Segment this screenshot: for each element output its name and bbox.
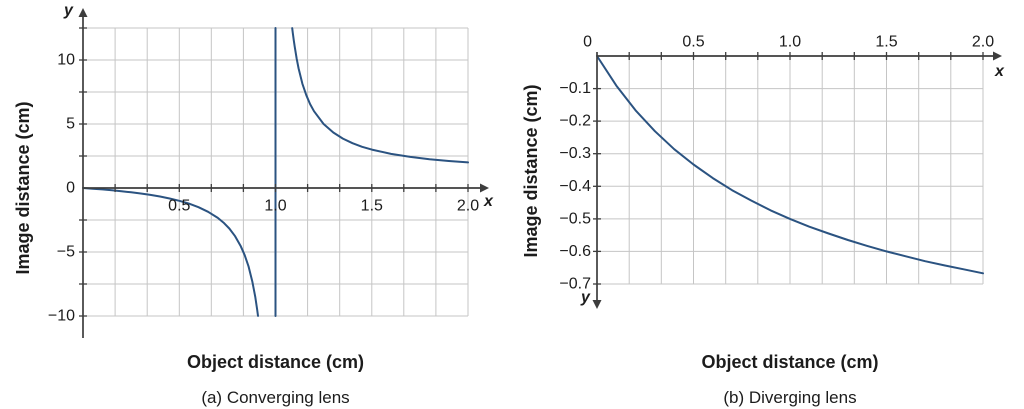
x-tick-label: 1.0 <box>779 34 801 51</box>
panel-converging-lens: Image distance (cm) y x 0.5 1.0 1.5 2.0 10 5 0… <box>13 2 493 408</box>
x-axis-letter: x <box>484 193 493 210</box>
x-tick-label: 2.0 <box>972 34 994 51</box>
y-tick-label: 0 <box>66 180 75 197</box>
x-tick-label: 2.0 <box>457 198 479 215</box>
y-tick-label: 5 <box>66 116 75 133</box>
x-tick-label: 1.0 <box>264 198 286 215</box>
curve-branch-virtual-image <box>82 187 259 317</box>
panel-caption: (b) Diverging lens <box>723 388 857 407</box>
y-tick-label: −5 <box>57 244 75 261</box>
y-tick-label: −0.7 <box>559 276 591 293</box>
y-tick-label: −0.6 <box>559 243 591 260</box>
y-axis-arrowhead <box>592 300 602 309</box>
converging-lens-chart: 0.5 1.0 1.5 2.0 10 5 0 −5 −10 <box>48 8 489 338</box>
diverging-lens-chart: 0 0.5 1.0 1.5 2.0 −0.1 −0.2 −0.3 −0.4 −0.5 −0.6 −0.… <box>559 34 1002 309</box>
x-axis-letter: x <box>995 63 1004 80</box>
x-axis-arrowhead <box>480 183 489 193</box>
x-axis-title: Object distance (cm) <box>701 352 879 372</box>
x-tick-label: 0.5 <box>682 34 704 51</box>
y-tick-label: −0.5 <box>559 210 591 227</box>
x-tick-label: 0.5 <box>168 198 190 215</box>
curve-diverging-virtual-image <box>596 55 984 275</box>
y-tick-label: 10 <box>57 52 75 69</box>
y-axis-arrowhead <box>78 8 88 17</box>
x-tick-label: 1.5 <box>361 198 383 215</box>
curve-branch-real-image <box>291 27 469 164</box>
x-tick-label: 1.5 <box>875 34 897 51</box>
y-tick-label: −0.1 <box>559 80 591 97</box>
panel-caption: (a) Converging lens <box>201 388 350 407</box>
y-tick-label: −10 <box>48 308 75 325</box>
panel-diverging-lens: Image distance (cm) y x 0 0.5 1.0 1.5 2.0 −0.… <box>512 0 1024 409</box>
y-axis-letter: y <box>64 2 73 19</box>
y-tick-label: −0.3 <box>559 145 591 162</box>
y-tick-label: −0.4 <box>559 178 591 195</box>
y-tick-label: −0.2 <box>559 113 591 130</box>
y-axis-letter: y <box>581 289 590 306</box>
x-axis-arrowhead <box>993 51 1002 61</box>
x-tick-label: 0 <box>583 34 592 51</box>
x-axis-title: Object distance (cm) <box>186 352 365 372</box>
